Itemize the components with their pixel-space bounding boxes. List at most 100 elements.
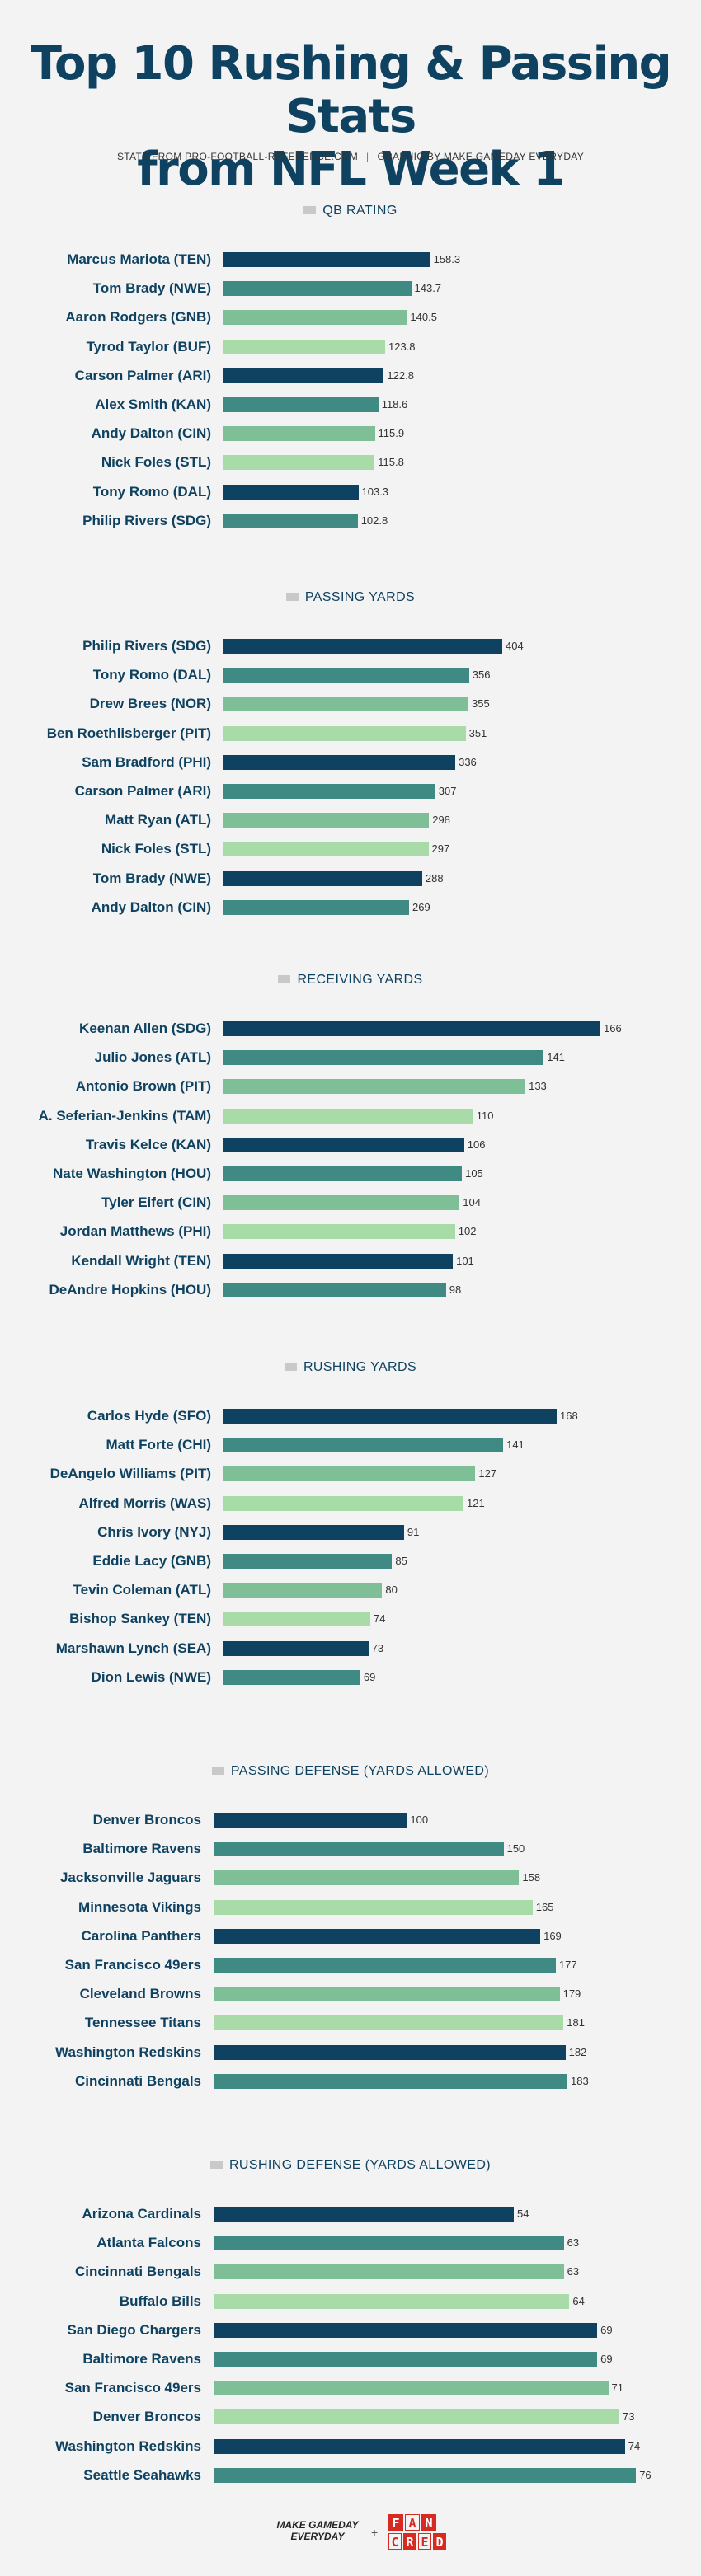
bar-row: Alex Smith (KAN) 118.6	[0, 396, 701, 414]
bar-row: DeAngelo Williams (PIT) 127	[0, 1465, 701, 1483]
value-label: 183	[571, 2074, 589, 2087]
bar-row: Eddie Lacy (GNB) 85	[0, 1552, 701, 1570]
bar	[214, 1928, 541, 1944]
bar-row: Tony Romo (DAL) 356	[0, 666, 701, 684]
bar	[223, 1495, 463, 1511]
brand-line-2: EVERYDAY	[290, 2531, 345, 2542]
bar	[223, 784, 435, 799]
category-label: Washington Redskins	[55, 2438, 201, 2454]
legend-square-icon	[278, 975, 291, 983]
category-label: Nick Foles (STL)	[101, 841, 211, 857]
bar-row: Aaron Rodgers (GNB) 140.5	[0, 308, 701, 326]
bar	[223, 1669, 360, 1685]
value-label: 298	[432, 814, 450, 827]
category-label: Tony Romo (DAL)	[92, 483, 211, 500]
bar-row: Marshawn Lynch (SEA) 73	[0, 1640, 701, 1658]
bar	[223, 1224, 455, 1240]
bar-row: Buffalo Bills 64	[0, 2292, 701, 2311]
category-label: Carlos Hyde (SFO)	[87, 1408, 211, 1424]
category-label: Tom Brady (NWE)	[92, 280, 211, 297]
bar-row: Tony Romo (DAL) 103.3	[0, 483, 701, 501]
bar-row: Bishop Sankey (TEN) 74	[0, 1610, 701, 1628]
value-label: 177	[558, 1959, 577, 1971]
bar	[214, 2293, 570, 2309]
legend-square-icon	[211, 1767, 224, 1775]
category-label: Tyrod Taylor (BUF)	[86, 338, 211, 354]
bar-row: Philip Rivers (SDG) 102.8	[0, 512, 701, 530]
category-label: Tyler Eifert (CIN)	[101, 1194, 211, 1211]
bar-row: Drew Brees (NOR) 355	[0, 695, 701, 713]
category-label: Minnesota Vikings	[78, 1898, 201, 1915]
fancred-logo: F A N C R E D	[388, 2514, 448, 2552]
bar-row: Ben Roethlisberger (PIT) 351	[0, 725, 701, 743]
category-label: Alex Smith (KAN)	[95, 396, 211, 412]
value-label: 141	[547, 1051, 565, 1064]
chart-title: PASSING DEFENSE (YARDS ALLOWED)	[0, 1764, 701, 1779]
value-label: 74	[628, 2439, 641, 2452]
bar-row: Carolina Panthers 169	[0, 1927, 701, 1945]
category-label: Marshawn Lynch (SEA)	[55, 1640, 211, 1656]
category-label: San Francisco 49ers	[64, 1957, 201, 1973]
category-label: Cincinnati Bengals	[74, 2072, 201, 2089]
source-credit: STATS FROM PRO-FOOTBALL-REFERENCE.COM	[117, 151, 359, 162]
value-label: 127	[478, 1467, 497, 1480]
fancred-letter: R	[403, 2533, 416, 2550]
value-label: 307	[438, 785, 457, 797]
bar	[223, 426, 375, 442]
bar-row: Chris Ivory (NYJ) 91	[0, 1523, 701, 1541]
category-label: Nick Foles (STL)	[101, 454, 211, 471]
bar-row: Tom Brady (NWE) 143.7	[0, 279, 701, 298]
bar-row: Nick Foles (STL) 115.8	[0, 453, 701, 472]
category-label: Keenan Allen (SDG)	[79, 1021, 211, 1036]
bar-row: Denver Broncos 100	[0, 1811, 701, 1829]
fancred-letter: C	[388, 2533, 402, 2550]
bar-row: Matt Forte (CHI) 141	[0, 1436, 701, 1454]
bar	[214, 2073, 567, 2089]
legend-square-icon	[209, 2161, 223, 2169]
bar-row: Cleveland Browns 179	[0, 1985, 701, 2003]
chart-title-text: QB RATING	[322, 204, 398, 218]
bar	[214, 1870, 520, 1886]
value-label: 80	[385, 1584, 398, 1597]
bar-row: Baltimore Ravens 69	[0, 2350, 701, 2368]
bar	[223, 252, 430, 267]
value-label: 74	[374, 1612, 386, 1626]
bar-row: Washington Redskins 74	[0, 2438, 701, 2456]
bar-row: Denver Broncos 73	[0, 2408, 701, 2426]
category-label: Baltimore Ravens	[82, 1841, 201, 1857]
bar	[223, 813, 430, 828]
category-label: Seattle Seahawks	[83, 2466, 201, 2483]
bar	[214, 2044, 566, 2060]
category-label: Tennessee Titans	[84, 2015, 201, 2031]
bar-row: Kendall Wright (TEN) 101	[0, 1252, 701, 1270]
chart-title: PASSING YARDS	[0, 590, 701, 605]
bar	[214, 2381, 609, 2396]
fancred-letter: F	[388, 2514, 403, 2531]
plus-sign: +	[371, 2526, 379, 2539]
fancred-row-1: F A N	[388, 2514, 448, 2533]
value-label: 182	[568, 2045, 587, 2058]
value-label: 69	[600, 2323, 613, 2336]
bar	[223, 870, 422, 886]
bar	[223, 281, 412, 297]
category-label: Nate Washington (HOU)	[52, 1166, 211, 1181]
value-label: 336	[459, 755, 477, 768]
category-label: Matt Ryan (ATL)	[104, 812, 211, 828]
bar-row: A. Seferian-Jenkins (TAM) 110	[0, 1107, 701, 1125]
bar-row: Tevin Coleman (ATL) 80	[0, 1581, 701, 1599]
value-label: 100	[410, 1814, 429, 1826]
category-label: Aaron Rodgers (GNB)	[65, 309, 211, 326]
bar	[223, 1108, 473, 1124]
bar	[223, 639, 502, 654]
fancred-letter: D	[433, 2533, 446, 2550]
bar	[223, 899, 409, 915]
value-label: 69	[363, 1670, 376, 1683]
bar-row: Andy Dalton (CIN) 269	[0, 899, 701, 917]
bar	[223, 513, 358, 528]
bar	[214, 1987, 560, 2002]
value-label: 115.8	[378, 456, 404, 469]
fancred-row-2: C R E D	[388, 2533, 448, 2552]
value-label: 101	[456, 1254, 474, 1267]
value-label: 158.3	[433, 253, 461, 265]
bar	[214, 2264, 564, 2280]
